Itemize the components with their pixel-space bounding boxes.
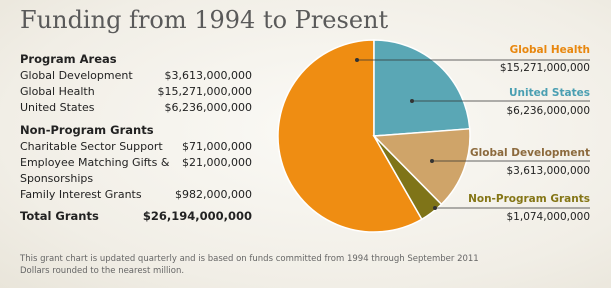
table-row: Charitable Sector Support $71,000,000 — [20, 139, 252, 155]
pie-slice — [373, 135, 443, 221]
row-value: $15,271,000,000 — [157, 85, 252, 98]
row-label: Charitable Sector Support — [20, 140, 163, 153]
row-label: Global Development — [20, 69, 133, 82]
slice-value: $15,271,000,000 — [500, 62, 590, 74]
leader-dot — [433, 206, 437, 210]
pie-slice — [372, 128, 471, 206]
table-section: Non-Program Grants Charitable Sector Supp… — [20, 123, 252, 203]
table-section: Program Areas Global Development $3,613,00… — [20, 52, 252, 116]
total-row: Total Grants $26,194,000,000 — [20, 208, 252, 224]
slice-label: Non-Program Grants — [468, 193, 590, 205]
section-heading: Program Areas — [20, 52, 117, 66]
slice-label: United States — [509, 87, 590, 99]
footnote-line: This grant chart is updated quarterly an… — [20, 254, 479, 264]
slice-label: Global Health — [510, 44, 590, 56]
table-row: Family Interest Grants $982,000,000 — [20, 187, 252, 203]
row-value: $3,613,000,000 — [164, 69, 252, 82]
slice-value: $1,074,000,000 — [507, 211, 591, 223]
table-row: Global Health $15,271,000,000 — [20, 84, 252, 100]
row-value: $982,000,000 — [175, 188, 252, 201]
grant-table: Program Areas Global Development $3,613,00… — [20, 52, 252, 224]
row-value: $71,000,000 — [182, 140, 252, 153]
pie-slice — [373, 39, 471, 137]
title: Funding from 1994 to Present — [20, 6, 389, 34]
section-heading: Non-Program Grants — [20, 123, 154, 137]
leader-dot — [430, 159, 434, 163]
table-row: Employee Matching Gifts & Sponsorships $2… — [20, 155, 252, 187]
row-label: Employee Matching Gifts & Sponsorships — [20, 156, 170, 185]
table-row: United States $6,236,000,000 — [20, 100, 252, 116]
leader-dot — [355, 58, 359, 62]
row-value: $6,236,000,000 — [164, 101, 252, 114]
leader-dot — [410, 99, 414, 103]
row-label: Family Interest Grants — [20, 188, 142, 201]
total-label: Total Grants — [20, 209, 99, 223]
row-label: United States — [20, 101, 95, 114]
pie-slice — [277, 39, 423, 233]
total-value: $26,194,000,000 — [142, 209, 252, 223]
slice-value: $3,613,000,000 — [507, 165, 591, 177]
slice-value: $6,236,000,000 — [507, 105, 591, 117]
footnote: This grant chart is updated quarterly an… — [20, 253, 479, 277]
footnote-line: Dollars rounded to the nearest million. — [20, 266, 185, 276]
row-label: Global Health — [20, 85, 95, 98]
slice-label: Global Development — [470, 147, 590, 159]
table-row: Global Development $3,613,000,000 — [20, 68, 252, 84]
row-value: $21,000,000 — [182, 156, 252, 169]
